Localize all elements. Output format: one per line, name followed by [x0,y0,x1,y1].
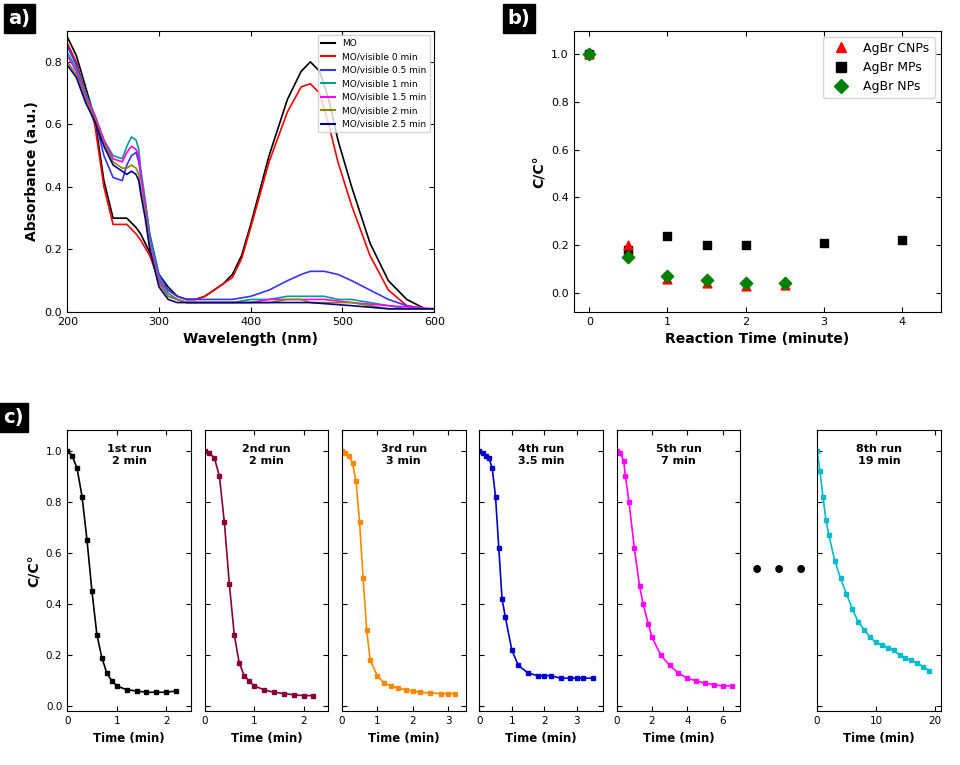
Point [582,48,597,60]
X-axis label: Wavelength (nm): Wavelength (nm) [183,332,318,347]
Point [660,270,675,282]
Point [582,48,597,60]
Legend: MO, MO/visible 0 min, MO/visible 0.5 min, MO/visible 1 min, MO/visible 1.5 min, : MO, MO/visible 0 min, MO/visible 0.5 min… [318,35,430,132]
Point [621,239,636,252]
Legend: AgBr CNPs, AgBr MPs, AgBr NPs: AgBr CNPs, AgBr MPs, AgBr NPs [824,37,934,99]
X-axis label: Reaction Time (minute): Reaction Time (minute) [665,332,850,347]
Point [738,279,754,291]
Point [777,277,792,289]
Text: 8th run
19 min: 8th run 19 min [856,444,901,466]
Text: a): a) [9,8,31,28]
Text: 1st run
2 min: 1st run 2 min [107,444,152,466]
Point [699,274,714,286]
Point [621,244,636,256]
Point [894,234,909,246]
Text: 5th run
7 min: 5th run 7 min [656,444,702,466]
Point [660,272,675,285]
Point [816,236,831,249]
Point [699,239,714,252]
Point [777,278,792,291]
Text: b): b) [508,8,531,28]
X-axis label: Time (min): Time (min) [505,732,577,745]
Point [738,239,754,252]
Point [738,277,754,289]
Y-axis label: C/C°: C/C° [26,555,40,587]
Text: c): c) [3,409,23,428]
Point [699,277,714,289]
X-axis label: Time (min): Time (min) [368,732,440,745]
Text: • • •: • • • [750,561,807,581]
X-axis label: Time (min): Time (min) [93,732,165,745]
Y-axis label: Absorbance (a.u.): Absorbance (a.u.) [25,101,39,241]
X-axis label: Time (min): Time (min) [642,732,714,745]
Text: 2nd run
2 min: 2nd run 2 min [242,444,291,466]
Point [621,251,636,263]
Point [660,230,675,242]
Text: 4th run
3.5 min: 4th run 3.5 min [517,444,564,466]
Point [582,48,597,60]
Y-axis label: C/C°: C/C° [532,155,545,187]
Text: 3rd run
3 min: 3rd run 3 min [381,444,427,466]
X-axis label: Time (min): Time (min) [843,732,915,745]
X-axis label: Time (min): Time (min) [230,732,302,745]
